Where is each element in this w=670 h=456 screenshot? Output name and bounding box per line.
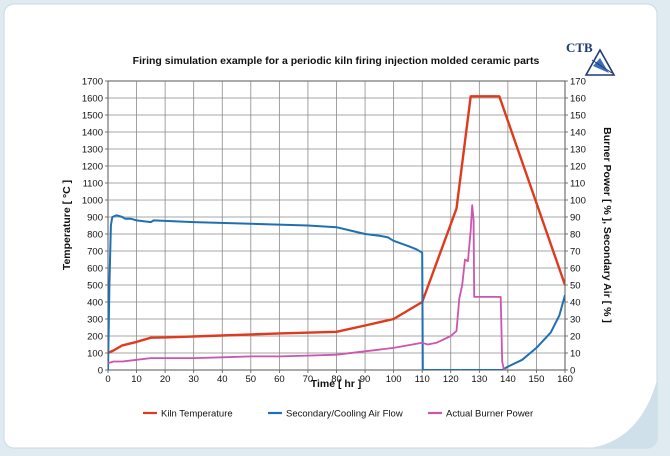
legend: Kiln Temperature Secondary/Cooling Air Fl… bbox=[143, 409, 533, 420]
y-axis-ticks: 0 100 200 300 400 500 600 700 800 900 1000 1100 1200… bbox=[82, 77, 108, 377]
x-tick-label: 90 bbox=[360, 374, 371, 385]
x-tick-label: 80 bbox=[331, 374, 342, 385]
x-tick-label: 60 bbox=[274, 374, 285, 385]
x-tick-label: 50 bbox=[246, 374, 257, 385]
x-tick-label: 70 bbox=[303, 374, 314, 385]
x-tick-label: 10 bbox=[131, 374, 142, 385]
x-tick-label: 0 bbox=[105, 374, 110, 385]
y-tick-label: 400 bbox=[87, 298, 103, 309]
x-tick-label: 20 bbox=[160, 374, 171, 385]
x-axis-ticks: 0 10 20 30 40 50 60 70 80 90 100 110 120 130 140 150 160 bbox=[105, 370, 573, 385]
y-tick-label: 1100 bbox=[83, 179, 103, 190]
y-tick-label: 300 bbox=[87, 315, 103, 326]
y2-tick-label: 60 bbox=[570, 264, 581, 275]
series-group bbox=[108, 95, 565, 370]
x-tick-label: 120 bbox=[443, 374, 459, 385]
y-tick-label: 1000 bbox=[82, 196, 103, 207]
y2-tick-label: 170 bbox=[570, 77, 586, 88]
y-tick-label: 700 bbox=[87, 247, 103, 258]
logo-line-icon bbox=[591, 59, 613, 74]
series-line-actual-burner-power bbox=[108, 204, 506, 370]
y-tick-label: 1200 bbox=[82, 162, 103, 173]
y-tick-label: 1600 bbox=[82, 94, 103, 105]
y2-tick-label: 10 bbox=[570, 349, 581, 360]
y-tick-label: 1300 bbox=[82, 145, 103, 156]
y2-tick-label: 160 bbox=[570, 94, 586, 105]
y2-tick-label: 130 bbox=[570, 145, 586, 156]
y-tick-label: 100 bbox=[87, 349, 103, 360]
y-tick-label: 200 bbox=[87, 332, 103, 343]
series-line-secondary-cooling-air-flow bbox=[108, 214, 565, 370]
ctb-logo: CTB bbox=[566, 40, 616, 76]
legend-label-secondary-cooling-air-flow: Secondary/Cooling Air Flow bbox=[286, 409, 403, 420]
series-line-kiln-temperature bbox=[108, 95, 565, 355]
legend-label-kiln-temperature: Kiln Temperature bbox=[161, 409, 233, 420]
y2-tick-label: 30 bbox=[570, 315, 581, 326]
y2-tick-label: 0 bbox=[570, 366, 575, 377]
x-tick-label: 110 bbox=[415, 374, 430, 385]
y-axis-label: Temperature [ °C ] bbox=[61, 180, 73, 270]
y-tick-label: 1700 bbox=[82, 77, 103, 88]
chart-title: Firing simulation example for a periodic… bbox=[133, 55, 540, 67]
y-tick-label: 800 bbox=[87, 230, 103, 241]
y2-tick-label: 150 bbox=[570, 111, 586, 122]
y2-axis-label: Burner Power [ % ], Secondary Air [ % ] bbox=[601, 127, 613, 323]
y-tick-label: 900 bbox=[87, 213, 103, 224]
ctb-logo-text: CTB bbox=[566, 40, 593, 55]
x-tick-label: 30 bbox=[188, 374, 199, 385]
y2-tick-label: 40 bbox=[570, 298, 581, 309]
y-tick-label: 1400 bbox=[82, 128, 103, 139]
y-tick-label: 1500 bbox=[82, 111, 103, 122]
y2-tick-label: 20 bbox=[570, 332, 581, 343]
y2-tick-label: 80 bbox=[570, 230, 581, 241]
x-tick-label: 140 bbox=[500, 374, 516, 385]
y-tick-label: 500 bbox=[87, 281, 103, 292]
x-tick-label: 150 bbox=[529, 374, 545, 385]
x-tick-label: 40 bbox=[217, 374, 228, 385]
y2-tick-label: 120 bbox=[570, 162, 586, 173]
y2-tick-label: 90 bbox=[570, 213, 581, 224]
y-tick-label: 0 bbox=[98, 366, 103, 377]
y2-tick-label: 140 bbox=[570, 128, 586, 139]
y2-tick-label: 110 bbox=[570, 179, 585, 190]
x-tick-label: 130 bbox=[471, 374, 487, 385]
y2-axis-ticks: 0 10 20 30 40 50 60 70 80 90 100 110 120 130 140 150 160… bbox=[565, 77, 586, 377]
panel-corner-accent bbox=[590, 380, 657, 448]
y-tick-label: 600 bbox=[87, 264, 103, 275]
y2-tick-label: 70 bbox=[570, 247, 581, 258]
x-axis-label: Time [ hr ] bbox=[311, 378, 362, 390]
grid bbox=[108, 81, 565, 370]
y2-tick-label: 50 bbox=[570, 281, 581, 292]
x-tick-label: 160 bbox=[557, 374, 573, 385]
x-tick-label: 100 bbox=[386, 374, 402, 385]
y2-tick-label: 100 bbox=[570, 196, 586, 207]
legend-label-actual-burner-power: Actual Burner Power bbox=[446, 409, 533, 420]
